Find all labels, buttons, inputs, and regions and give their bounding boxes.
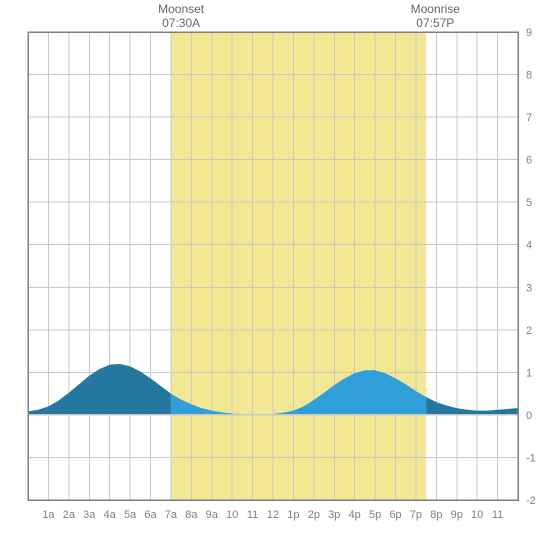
y-tick-label: -2: [526, 495, 536, 507]
x-tick-label: 8a: [185, 509, 198, 521]
y-tick-label: 6: [526, 155, 532, 167]
y-tick-label: 7: [526, 112, 532, 124]
x-tick-label: 2a: [63, 509, 76, 521]
y-tick-label: 8: [526, 70, 532, 82]
x-tick-label: 11: [247, 509, 258, 521]
moonrise-time: 07:57P: [405, 16, 465, 30]
moonrise-label: Moonrise 07:57P: [405, 2, 465, 31]
x-tick-label: 6a: [144, 509, 157, 521]
moonrise-title: Moonrise: [405, 2, 465, 16]
x-tick-label: 7p: [410, 509, 422, 521]
x-tick-label: 12: [267, 509, 279, 521]
x-tick-label: 9a: [206, 509, 219, 521]
y-tick-label: 0: [526, 410, 532, 422]
x-tick-label: 6p: [389, 509, 401, 521]
x-tick-label: 8p: [430, 509, 442, 521]
moonset-time: 07:30A: [151, 16, 211, 30]
x-tick-label: 3p: [328, 509, 340, 521]
x-tick-label: 11: [492, 509, 503, 521]
x-tick-label: 9p: [451, 509, 463, 521]
y-tick-label: 3: [526, 282, 532, 294]
x-tick-label: 5p: [369, 509, 381, 521]
x-tick-label: 4a: [104, 509, 117, 521]
moonset-title: Moonset: [151, 2, 211, 16]
x-tick-label: 5a: [124, 509, 137, 521]
x-tick-label: 10: [226, 509, 238, 521]
x-tick-label: 4p: [349, 509, 361, 521]
moonset-label: Moonset 07:30A: [151, 2, 211, 31]
y-tick-label: 9: [526, 27, 532, 39]
y-tick-label: -1: [526, 452, 536, 464]
tide-area-evening: [426, 397, 518, 415]
x-tick-label: 3a: [83, 509, 96, 521]
chart-svg: -2-101234567891a2a3a4a5a6a7a8a9a1011121p…: [0, 0, 550, 550]
x-tick-label: 10: [471, 509, 483, 521]
tide-area-predawn: [28, 364, 171, 415]
tide-chart: Moonset 07:30A Moonrise 07:57P -2-101234…: [0, 0, 550, 550]
y-tick-label: 4: [526, 240, 532, 252]
y-tick-label: 5: [526, 197, 532, 209]
x-tick-label: 1p: [287, 509, 299, 521]
x-tick-label: 2p: [308, 509, 320, 521]
y-tick-label: 2: [526, 325, 532, 337]
x-tick-label: 7a: [165, 509, 178, 521]
daylight-band: [171, 32, 426, 500]
x-tick-label: 1a: [42, 509, 55, 521]
y-tick-label: 1: [526, 367, 532, 379]
